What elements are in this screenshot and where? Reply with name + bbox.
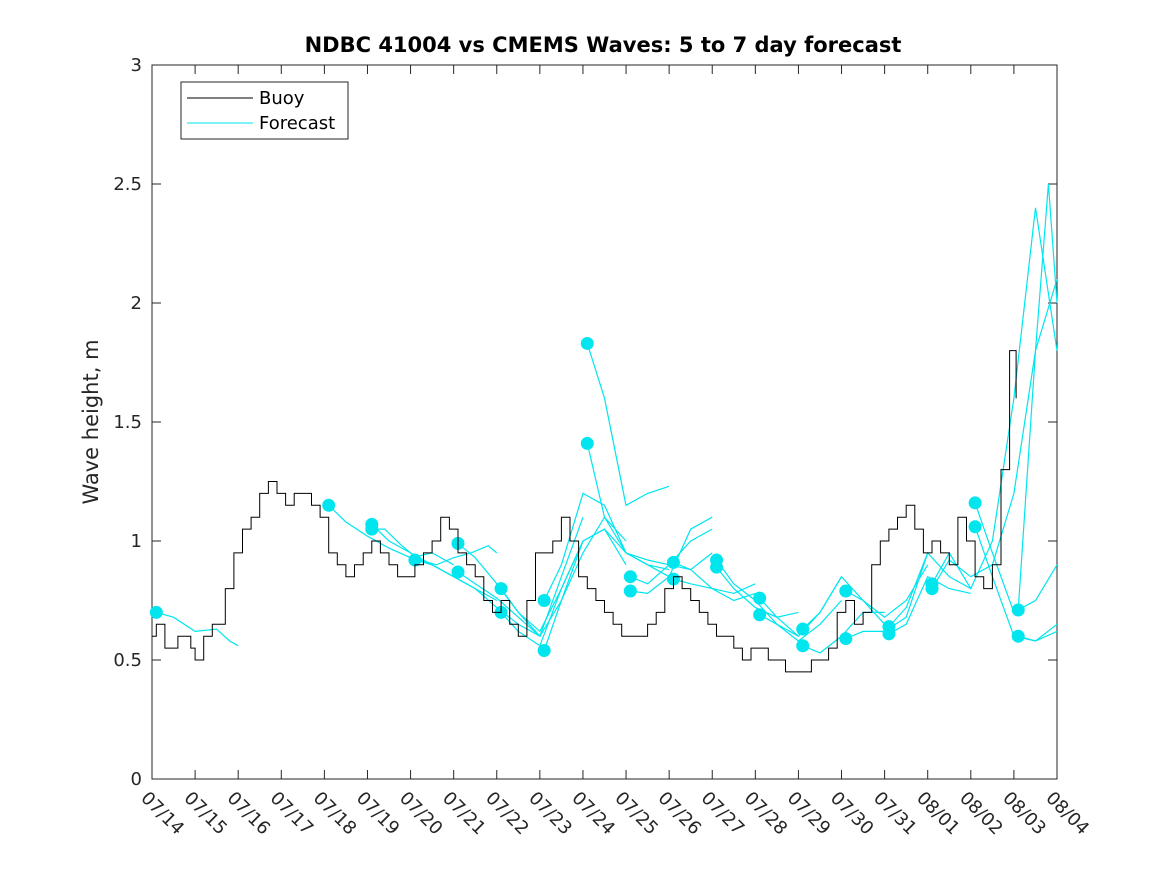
plot-frame xyxy=(151,64,1058,780)
forecast-start-point xyxy=(1011,629,1025,643)
forecast-start-point xyxy=(882,627,896,641)
forecast-start-point xyxy=(968,496,982,510)
forecast-start-point xyxy=(408,553,422,567)
forecast-line xyxy=(931,279,1058,589)
y-axis: 0 0.5 1 1.5 2 2.5 3 xyxy=(113,55,1057,790)
forecast-start-point xyxy=(839,584,853,598)
forecast-start-point xyxy=(623,570,637,584)
x-tick-label: 07/30 xyxy=(826,788,878,840)
y-tick-label: 3 xyxy=(131,55,142,76)
y-tick-label: 1 xyxy=(131,531,142,552)
forecast-start-point xyxy=(537,643,551,657)
forecast-line xyxy=(543,528,670,651)
forecast-start-point xyxy=(580,336,594,350)
forecast-line xyxy=(673,578,756,595)
x-tick-label: 08/01 xyxy=(912,788,964,840)
forecast-start-point xyxy=(796,622,810,636)
forecast-line xyxy=(371,528,498,566)
buoy-line xyxy=(152,350,1017,673)
x-tick-label: 07/20 xyxy=(395,788,447,840)
forecast-line xyxy=(586,343,670,507)
forecast-start-point xyxy=(537,594,551,607)
forecast-start-point xyxy=(666,555,680,569)
legend-box xyxy=(180,81,349,140)
forecast-start-point xyxy=(451,565,465,579)
y-tick-label: 2.5 xyxy=(113,174,142,195)
x-tick-label: 07/21 xyxy=(438,788,490,840)
forecast-start-point xyxy=(580,436,594,450)
x-tick-label: 07/25 xyxy=(611,788,663,840)
x-tick-label: 08/03 xyxy=(998,788,1050,840)
x-tick-label: 07/14 xyxy=(136,788,188,840)
forecast-start-point xyxy=(753,608,767,622)
forecast-start-point xyxy=(322,498,336,512)
forecast-start-point xyxy=(753,591,767,605)
forecast-start-point xyxy=(839,632,853,646)
forecast-line xyxy=(716,566,799,618)
x-tick-label: 07/26 xyxy=(654,788,706,840)
forecast-start-point xyxy=(365,522,379,536)
forecast-start-point xyxy=(494,582,508,596)
forecast-start-point xyxy=(623,584,637,598)
y-tick-label: 0.5 xyxy=(113,650,142,671)
legend-label-forecast: Forecast xyxy=(259,113,335,134)
legend: Buoy Forecast xyxy=(180,81,349,140)
forecast-line xyxy=(414,559,541,637)
forecast-line xyxy=(802,575,886,630)
forecast-line xyxy=(974,526,1058,642)
forecast-series xyxy=(149,183,1058,657)
forecast-start-point xyxy=(710,560,724,574)
forecast-line xyxy=(457,516,584,638)
forecast-start-point xyxy=(1011,603,1025,617)
x-tick-label: 07/15 xyxy=(180,788,232,840)
forecast-start-point xyxy=(149,605,163,619)
x-tick-label: 08/04 xyxy=(1041,788,1093,840)
plot-area xyxy=(151,64,1058,780)
x-tick-label: 07/23 xyxy=(524,788,576,840)
x-tick-label: 07/31 xyxy=(869,788,921,840)
x-tick-label: 08/02 xyxy=(955,788,1007,840)
x-tick-label: 07/19 xyxy=(352,788,404,840)
forecast-line xyxy=(931,207,1058,590)
buoy-series xyxy=(152,350,1017,673)
forecast-line xyxy=(371,523,498,602)
forecast-start-point xyxy=(796,639,810,653)
x-tick-label: 07/22 xyxy=(481,788,533,840)
forecast-line xyxy=(500,528,627,647)
forecast-start-point xyxy=(968,520,982,534)
forecast-line xyxy=(1017,183,1058,611)
x-tick-label: 07/24 xyxy=(567,788,619,840)
legend-label-buoy: Buoy xyxy=(259,88,305,109)
y-tick-label: 1.5 xyxy=(113,412,142,433)
x-tick-label: 07/29 xyxy=(783,788,835,840)
x-tick-label: 07/18 xyxy=(309,788,361,840)
forecast-start-point xyxy=(925,582,939,596)
forecast-line xyxy=(974,502,1058,614)
x-tick-label: 07/16 xyxy=(223,788,275,840)
y-tick-label: 0 xyxy=(131,769,142,790)
forecast-line xyxy=(156,611,239,647)
x-tick-label: 07/17 xyxy=(266,788,318,840)
chart-title: NDBC 41004 vs CMEMS Waves: 5 to 7 day fo… xyxy=(305,33,902,57)
y-axis-label: Wave height, m xyxy=(79,339,103,504)
forecast-line xyxy=(586,443,713,571)
x-tick-label: 07/27 xyxy=(697,788,749,840)
forecast-line xyxy=(888,575,971,635)
x-tick-label: 07/28 xyxy=(740,788,792,840)
y-tick-label: 2 xyxy=(131,293,142,314)
